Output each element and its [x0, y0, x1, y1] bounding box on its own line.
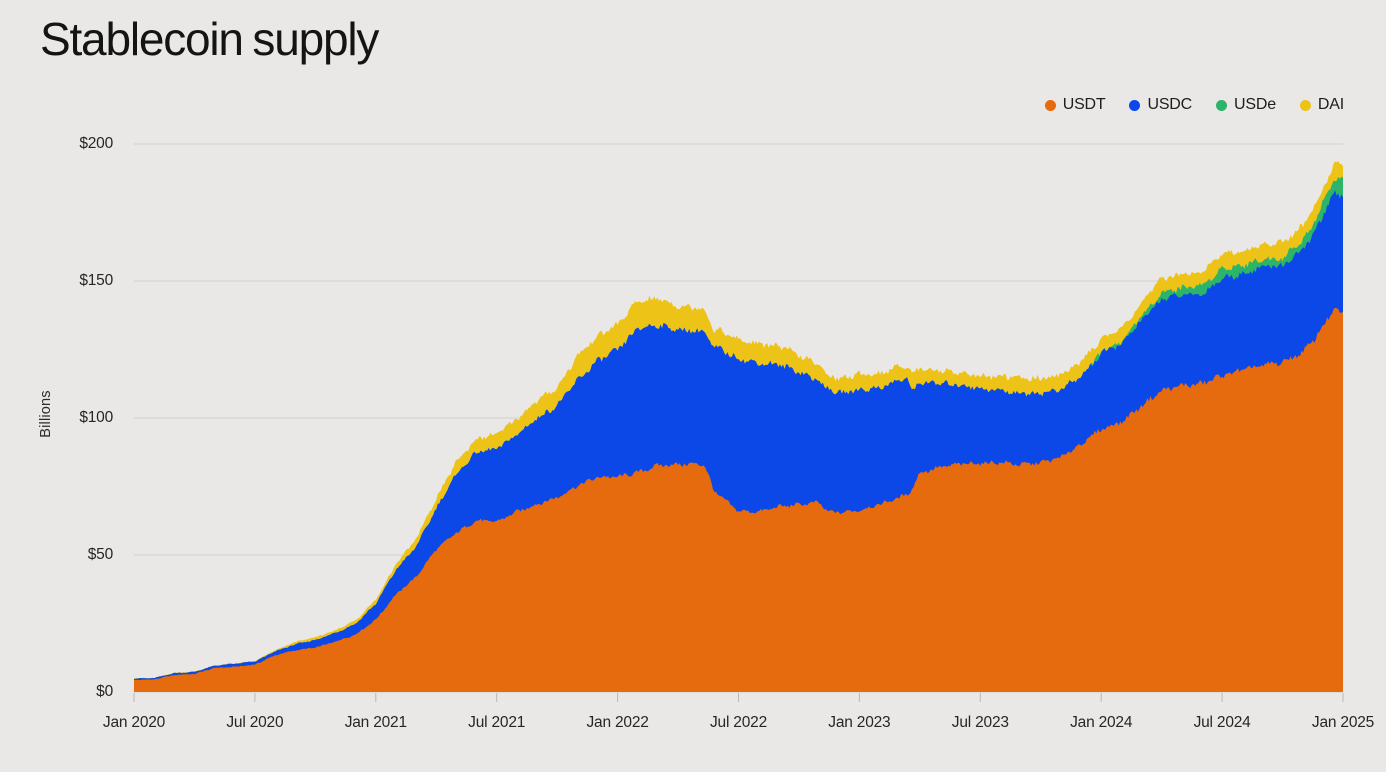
area-usdt: [134, 307, 1343, 692]
x-tick-label: Jul 2024: [1193, 714, 1251, 731]
x-tick-label: Jul 2023: [951, 714, 1009, 731]
usdt-dot-icon: [1044, 99, 1056, 111]
x-tick-label: Jan 2022: [586, 714, 649, 731]
x-tick-label: Jul 2021: [468, 714, 526, 731]
legend-label: USDC: [1147, 96, 1193, 113]
usde-dot-icon: [1216, 99, 1228, 111]
legend: USDT USDC USDe DAI: [1044, 96, 1344, 114]
chart-title: Stablecoin supply: [40, 13, 379, 65]
legend-label: DAI: [1317, 96, 1344, 113]
x-tick-label: Jul 2022: [709, 714, 767, 731]
x-tick-label: Jan 2025: [1311, 714, 1375, 731]
x-tick-label: Jul 2020: [226, 714, 284, 731]
legend-item-dai: DAI: [1299, 96, 1344, 114]
x-tick-label: Jan 2024: [1070, 714, 1133, 731]
legend-item-usdt: USDT: [1044, 96, 1106, 114]
y-tick-label: $200: [79, 135, 113, 152]
legend-label: USDT: [1062, 96, 1106, 113]
x-tick-label: Jan 2021: [344, 714, 407, 731]
y-tick-label: $50: [87, 546, 113, 563]
usdc-dot-icon: [1129, 99, 1141, 111]
legend-label: USDe: [1234, 96, 1276, 113]
y-tick-label: $150: [79, 272, 113, 289]
legend-item-usde: USDe: [1216, 96, 1276, 114]
legend-item-usdc: USDC: [1129, 96, 1192, 114]
y-tick-label: $0: [96, 683, 113, 700]
dai-dot-icon: [1299, 99, 1311, 111]
x-tick-label: Jan 2020: [102, 714, 166, 731]
x-tick-label: Jan 2023: [828, 714, 891, 731]
y-tick-label: $100: [79, 409, 113, 426]
